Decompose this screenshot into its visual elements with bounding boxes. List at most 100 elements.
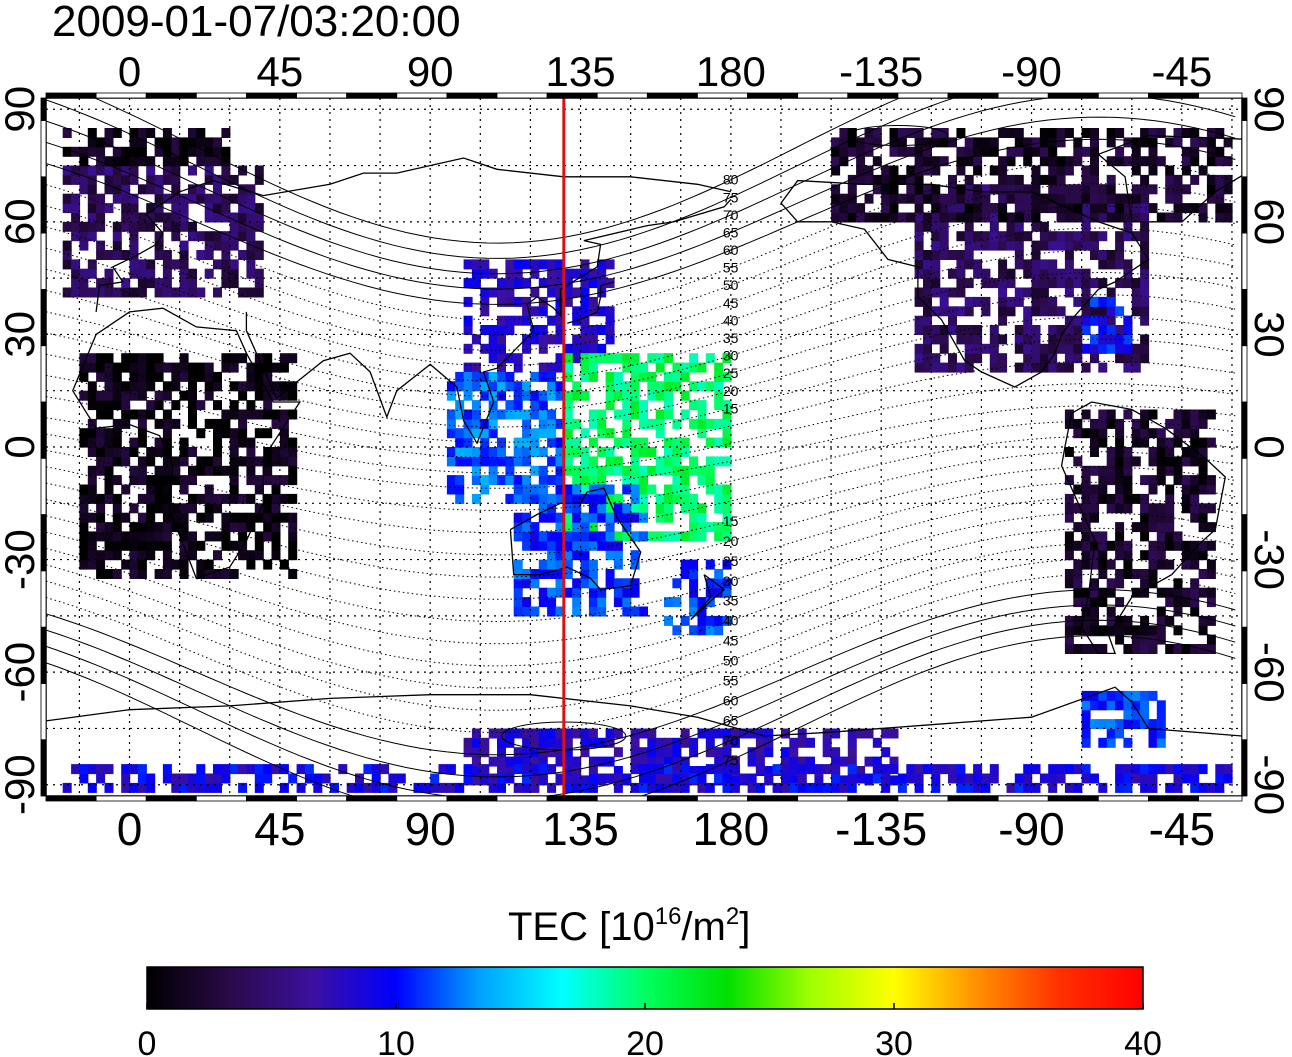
contour-label: 40 [723,312,739,328]
tec-cell [672,447,682,457]
tec-cell [772,764,782,775]
tec-cell [1023,212,1033,223]
tec-cell [605,447,615,457]
tec-cell [279,390,289,401]
tec-cell [213,503,222,514]
tec-cell [463,737,473,748]
tec-cell [254,165,264,176]
tec-cell [1173,597,1183,608]
tec-cell [171,362,181,373]
tec-cell [1140,773,1150,784]
tec-cell [998,334,1008,345]
tec-cell [238,428,248,439]
tec-cell [1064,625,1074,636]
tec-cell [171,400,181,411]
tec-cell [647,465,657,476]
tec-cell [188,773,197,784]
tec-cell [689,493,699,504]
tec-cell [1081,484,1091,495]
tec-cell [538,475,548,486]
tec-cell [121,484,131,495]
frame-band-bottom [797,795,849,802]
tec-cell [463,456,473,467]
tec-cell [1190,764,1200,775]
tec-cell [1031,362,1041,373]
tec-cell [797,773,807,784]
tec-cell [680,728,690,739]
tec-cell [1098,343,1108,354]
tec-cell [79,371,89,382]
tec-cell [213,465,222,476]
frame-band-bottom [396,795,448,802]
tec-cell [221,128,231,138]
tec-cell [613,587,623,598]
tec-cell [605,456,615,467]
contour-label: 40 [723,613,739,629]
tec-cell [505,465,515,476]
tec-cell [580,428,590,439]
tec-cell [1048,764,1058,775]
tec-cell [948,362,957,373]
tec-cell [62,221,72,232]
lon-tick-bottom: 135 [542,803,619,855]
tec-cell [1140,184,1150,195]
tec-cell [229,409,239,420]
contour-label: 25 [723,553,739,569]
tec-cell [288,493,298,504]
tec-cell [981,231,991,242]
tec-cell [914,325,924,335]
tec-cell [714,728,724,739]
mag-contour [46,405,1236,489]
tec-cell [229,475,239,486]
tec-cell [79,362,89,373]
tec-cell [973,343,983,354]
tec-cell [1131,690,1141,701]
tec-cell [538,756,548,767]
tec-cell [1023,156,1033,167]
tec-cell [288,409,298,420]
frame-band-top [446,92,498,99]
tec-cell [104,782,114,793]
tec-cell [914,782,924,793]
tec-cell [129,250,139,260]
tec-cell [1148,644,1158,654]
tec-cell [96,278,106,289]
tec-cell [839,137,849,148]
tec-cell [956,287,966,298]
tec-cell [572,550,582,561]
tec-cell [747,782,757,793]
tec-cell [1039,296,1049,307]
tec-cell [639,512,648,523]
tec-cell [146,128,156,138]
tec-cell [104,764,114,775]
tec-cell [639,773,648,784]
tec-cell [87,559,97,570]
tec-cell [204,512,214,523]
tec-cell [1031,764,1041,775]
tec-cell [112,174,122,185]
frame-band-top [45,92,97,99]
tec-cell [914,156,924,167]
tec-cell [137,522,147,533]
tec-cell [471,409,481,420]
tec-cell [1206,409,1216,420]
frame-band-bottom [496,795,548,802]
tec-cell [162,156,172,167]
tec-cell [96,362,106,373]
tec-cell [605,578,615,589]
tec-cell [697,728,707,739]
tec-cell [522,493,532,504]
tec-cell [1090,278,1099,289]
tec-cell [446,475,456,486]
tec-cell [162,409,172,420]
tec-cell [1106,409,1116,420]
tec-cell [1064,259,1074,270]
tec-cell [1023,343,1033,354]
tec-cell [96,773,106,784]
tec-cell [1223,184,1233,195]
tec-cell [1056,306,1066,317]
tec-cell [1131,634,1141,645]
tec-cell [254,484,264,495]
tec-cell [705,559,715,570]
tec-cell [580,475,590,486]
